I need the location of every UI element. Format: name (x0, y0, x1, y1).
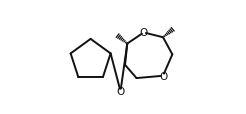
Text: O: O (159, 71, 167, 81)
Text: O: O (140, 28, 148, 38)
Text: O: O (116, 86, 125, 96)
